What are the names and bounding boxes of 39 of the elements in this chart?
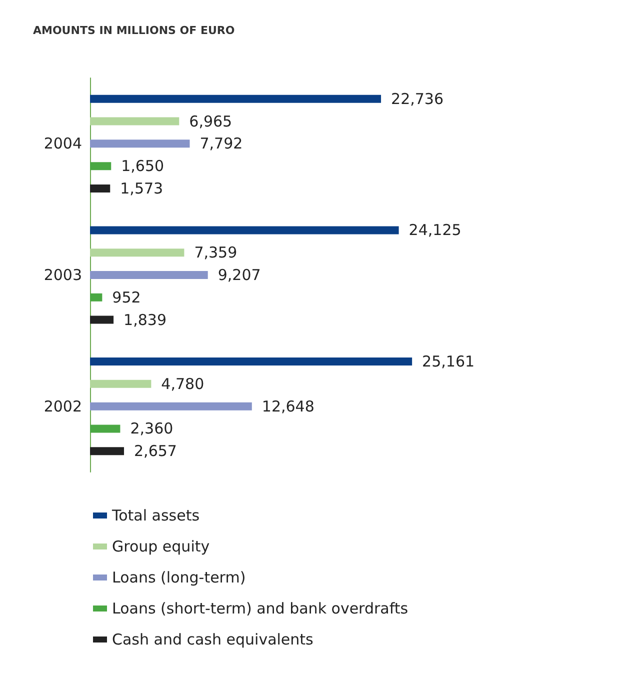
bar: [90, 117, 180, 126]
data-label: 1,839: [124, 310, 166, 329]
y-tick-label: 2002: [44, 397, 82, 416]
data-label: 1,650: [121, 157, 164, 176]
data-label: 2,657: [134, 442, 177, 460]
y-tick-label: 2003: [44, 266, 82, 284]
legend-label: Loans (long-term): [112, 568, 246, 586]
legend-label: Group equity: [112, 538, 210, 556]
bar: [90, 184, 110, 192]
chart-title: AMOUNTS IN MILLIONS OF EURO: [33, 24, 235, 37]
data-label: 2,360: [130, 420, 174, 438]
data-label: 1,573: [120, 179, 164, 198]
y-tick-label: 2004: [44, 134, 82, 153]
data-label: 4,780: [161, 374, 204, 393]
data-label: 25,161: [422, 352, 475, 371]
data-label: 22,736: [391, 90, 444, 108]
legend-label: Cash and cash equivalents: [112, 630, 314, 648]
bar: [90, 293, 102, 302]
bar: [90, 94, 382, 103]
legend-label: Loans (short-term) and bank overdrafts: [112, 600, 408, 618]
bar: [90, 162, 112, 170]
bar: [90, 226, 399, 234]
bar: [90, 140, 190, 148]
bar: [90, 358, 412, 366]
bar: [90, 248, 184, 257]
data-label: 9,207: [218, 266, 261, 284]
bar: [90, 380, 152, 388]
data-label: 7,792: [200, 134, 243, 153]
data-label: 6,965: [189, 112, 232, 130]
bar: [90, 402, 252, 410]
data-label: 7,359: [194, 244, 238, 262]
legend-label: Total assets: [111, 506, 200, 524]
data-label: 12,648: [262, 397, 314, 416]
bar: [90, 271, 208, 279]
bar: [90, 424, 120, 433]
data-label: 24,125: [408, 221, 462, 240]
bar: [90, 447, 124, 456]
bar: [90, 316, 114, 324]
data-label: 952: [112, 288, 141, 306]
